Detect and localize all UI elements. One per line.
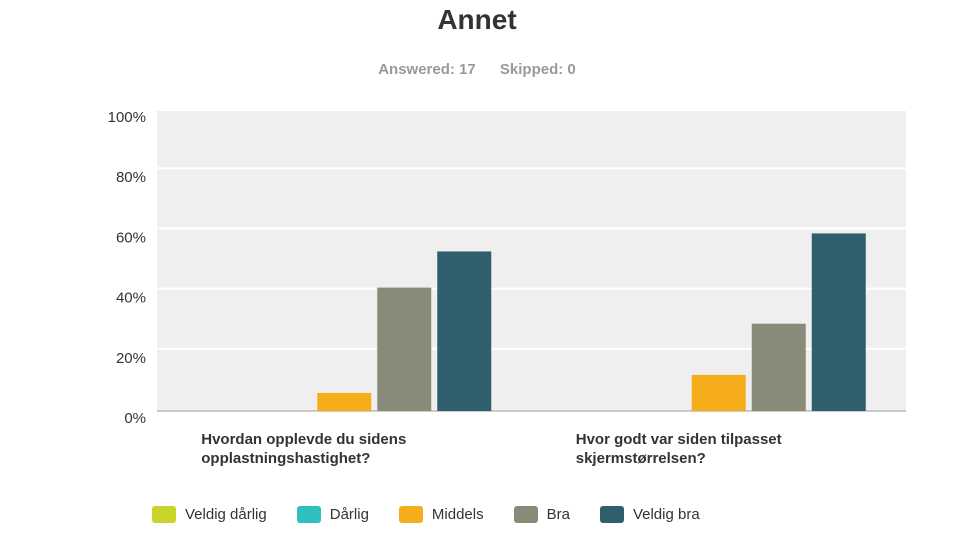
legend-label: Bra (546, 506, 570, 523)
legend-item: Bra (513, 506, 570, 523)
y-tick-label: 60% (116, 229, 146, 246)
legend-swatch (152, 506, 176, 523)
chart-legend: Veldig dårlig Dårlig Middels Bra Veldig bra (152, 506, 730, 523)
y-tick-label: 20% (116, 350, 146, 367)
legend-item: Middels (398, 506, 484, 523)
response-stats: Answered: 17 Skipped: 0 (0, 61, 954, 78)
bar (751, 323, 806, 411)
legend-item: Veldig bra (599, 506, 700, 523)
legend-swatch (599, 506, 624, 523)
x-category-label: Hvor godt var siden tilpasset (576, 431, 782, 448)
legend-swatch (513, 506, 538, 523)
legend-item: Dårlig (296, 506, 369, 523)
x-category-label: opplastningshastighet? (201, 450, 370, 467)
y-tick-label: 80% (116, 169, 146, 186)
legend-label: Veldig bra (632, 506, 700, 523)
legend-label: Veldig dårlig (185, 506, 267, 523)
bar-chart: 0% 20% 40% 60% 80% 100% Hvordan opplevde du si… (108, 109, 906, 467)
chart-title: Annet (437, 4, 517, 35)
bar (437, 251, 492, 411)
legend-label: Dårlig (329, 506, 369, 523)
y-tick-label: 0% (124, 410, 146, 427)
x-category-label: skjermstørrelsen? (576, 450, 706, 467)
legend-swatch (296, 506, 321, 523)
y-tick-label: 100% (108, 109, 146, 126)
bar (811, 233, 866, 411)
x-category-label: Hvordan opplevde du sidens (201, 431, 406, 448)
legend-swatch (398, 506, 423, 523)
bar (691, 374, 746, 411)
y-tick-label: 40% (116, 290, 146, 307)
legend-label: Middels (431, 506, 484, 523)
skipped-count: Skipped: 0 (499, 61, 576, 78)
legend-item: Veldig dårlig (152, 506, 267, 523)
bar (377, 287, 432, 411)
bar (317, 392, 372, 411)
answered-count: Answered: 17 (378, 61, 476, 78)
